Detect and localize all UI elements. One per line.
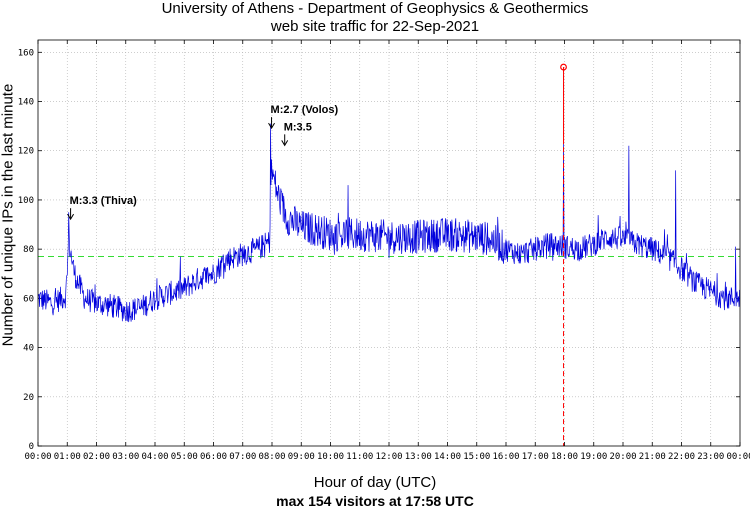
y-tick-label: 120 — [18, 147, 34, 157]
y-tick-label: 80 — [23, 245, 34, 255]
x-tick-label: 09:00 — [288, 452, 315, 462]
y-tick-label: 0 — [29, 442, 34, 452]
x-axis-label: Hour of day (UTC) — [313, 474, 437, 491]
x-tick-label: 14:00 — [434, 452, 461, 462]
chart-subtitle: web site traffic for 22-Sep-2021 — [270, 18, 480, 35]
x-tick-label: 10:00 — [317, 452, 344, 462]
x-tick-label: 16:00 — [492, 452, 519, 462]
annotation-arrow-head — [281, 140, 289, 147]
plot-frame — [37, 39, 741, 447]
x-tick-label: 04:00 — [141, 452, 168, 462]
annotation-label: M:3.3 (Thiva) — [70, 195, 138, 207]
x-tick-label: 11:00 — [346, 452, 373, 462]
x-tick-label: 15:00 — [463, 452, 490, 462]
annotation-label: M:3.5 — [284, 121, 312, 133]
chart-title: University of Athens - Department of Geo… — [161, 0, 589, 17]
traffic-series-line — [37, 123, 740, 323]
x-tick-label: 00:00 — [24, 452, 51, 462]
x-tick-label: 03:00 — [112, 452, 139, 462]
x-tick-label: 02:00 — [83, 452, 110, 462]
max-marker-point — [560, 63, 567, 71]
x-tick-label: 00:00 — [726, 452, 750, 462]
x-tick-label: 07:00 — [229, 452, 256, 462]
y-tick-label: 40 — [23, 344, 34, 354]
x-tick-label: 05:00 — [171, 452, 198, 462]
x-tick-label: 23:00 — [697, 452, 724, 462]
y-tick-label: 140 — [18, 98, 34, 108]
x-tick-label: 21:00 — [639, 452, 666, 462]
x-tick-label: 12:00 — [375, 452, 402, 462]
x-tick-label: 18:00 — [551, 452, 578, 462]
x-tick-label: 13:00 — [405, 452, 432, 462]
chart-summary: max 154 visitors at 17:58 UTC — [276, 493, 474, 509]
y-tick-label: 100 — [18, 196, 34, 206]
x-tick-label: 22:00 — [668, 452, 695, 462]
x-tick-label: 01:00 — [54, 452, 81, 462]
annotation-arrow-head — [268, 122, 275, 130]
y-tick-label: 60 — [23, 294, 34, 304]
chart-title-block: University of Athens - Department of Geo… — [0, 0, 750, 36]
x-tick-label: 20:00 — [609, 452, 636, 462]
x-tick-label: 08:00 — [258, 452, 285, 462]
x-axis-label-block: Hour of day (UTC) max 154 visitors at 17… — [0, 474, 750, 510]
y-tick-label: 20 — [23, 393, 34, 403]
annotation-arrow-head — [67, 213, 75, 221]
x-tick-label: 17:00 — [522, 452, 549, 462]
x-tick-label: 06:00 — [200, 452, 227, 462]
y-tick-label: 160 — [18, 48, 34, 58]
annotation-label: M:2.7 (Volos) — [271, 104, 339, 116]
x-tick-label: 19:00 — [580, 452, 607, 462]
